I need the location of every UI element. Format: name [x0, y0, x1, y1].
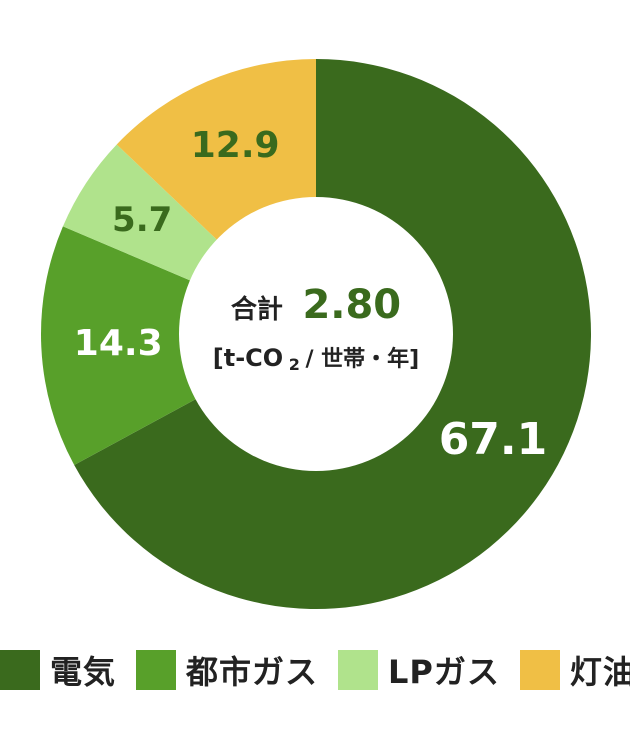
legend-label: 都市ガス [186, 653, 319, 691]
center-unit-end: / 世帯・年] [305, 346, 419, 372]
slice-value-label-3: 5.7 [112, 200, 172, 240]
legend-item-1: 電気 [0, 647, 116, 693]
slice-value-label-1: 67.1 [439, 414, 548, 465]
legend-label: LPガス [388, 653, 500, 691]
center-total-prefix: 合計 [231, 294, 283, 325]
legend-item-3: LPガス [338, 647, 500, 693]
slice-value-label-2: 14.3 [74, 323, 163, 364]
center-unit-subscript: 2 [289, 355, 300, 374]
donut-hole [179, 197, 453, 471]
chart-value-labels: 67.1 14.3 5.7 12.9 [74, 125, 547, 465]
legend-swatch [136, 650, 177, 690]
slice-value-label-4: 12.9 [191, 125, 280, 166]
center-total-line: 合計 2.80 [231, 282, 401, 328]
legend-item-2: 都市ガス [136, 647, 318, 693]
legend: 電気 都市ガス LPガス 灯油 [0, 646, 630, 694]
legend-swatch [338, 650, 379, 690]
legend-label: 灯油 [569, 653, 630, 691]
center-unit-line: [t-CO 2 / 世帯・年] [213, 344, 419, 374]
center-unit-start: [t-CO [213, 344, 283, 372]
center-total-value: 2.80 [302, 282, 401, 328]
legend-swatch [519, 650, 560, 690]
legend-label: 電気 [50, 653, 117, 691]
slice-2 [40, 226, 317, 465]
legend-item-4: 灯油 [519, 647, 630, 693]
legend-swatch [0, 650, 40, 690]
